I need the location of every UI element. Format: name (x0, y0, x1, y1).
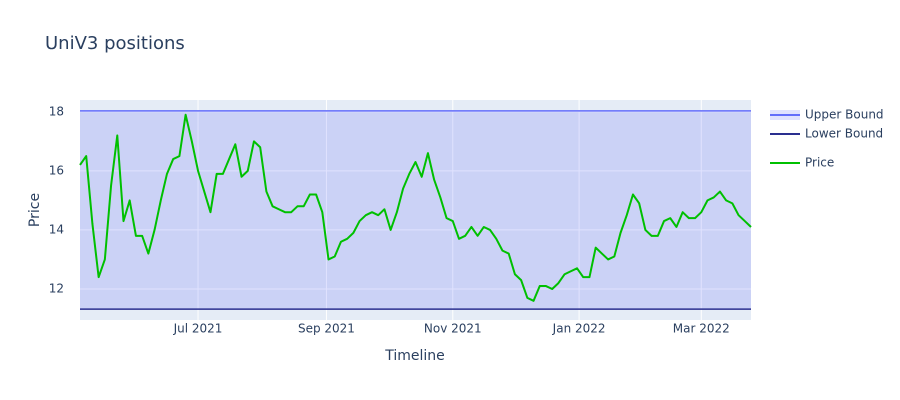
marks (79, 110, 752, 310)
plot-area (80, 100, 751, 320)
legend-label: Lower Bound (805, 127, 883, 141)
y-tick-label: 16 (49, 163, 64, 177)
series-line (79, 113, 752, 302)
legend: Upper Bound Lower Bound Price (770, 108, 884, 170)
y-axis-title: Price (27, 193, 43, 227)
chart-title: UniV3 positions (45, 33, 185, 54)
bound-band (80, 110, 751, 310)
x-axis-title: Timeline (384, 348, 445, 364)
legend-label: Price (805, 156, 834, 170)
grid: 12 14 16 18 Jul 2021 Sep 2021 Nov 2021 Jan 2022… (49, 100, 751, 336)
x-tick-label: Nov 2021 (424, 322, 482, 336)
x-tick-label: Jul 2021 (173, 322, 223, 336)
y-tick-label: 12 (49, 281, 64, 295)
y-tick-label: 14 (49, 222, 64, 236)
legend-label: Upper Bound (805, 108, 884, 122)
y-tick-label: 18 (49, 104, 64, 118)
x-tick-label: Sep 2021 (298, 322, 355, 336)
x-tick-label: Mar 2022 (673, 322, 730, 336)
x-tick-label: Jan 2022 (552, 322, 606, 336)
